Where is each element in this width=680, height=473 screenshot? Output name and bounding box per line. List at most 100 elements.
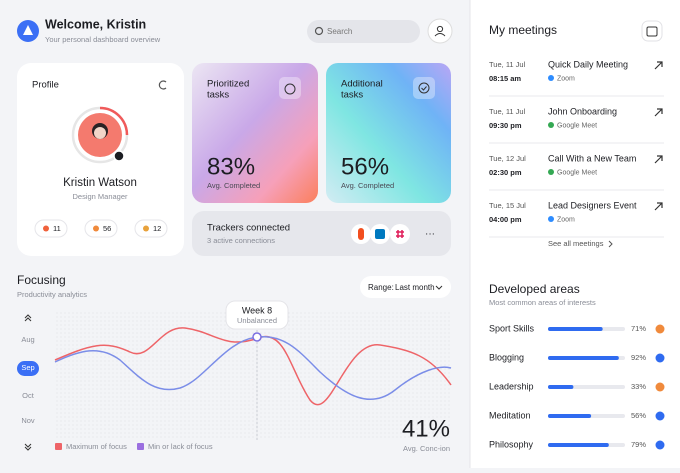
open-arrow[interactable] xyxy=(654,108,663,117)
search-box[interactable] xyxy=(307,20,420,43)
area-icon[interactable] xyxy=(655,324,665,334)
range-label: Range: xyxy=(368,283,394,292)
additional-card[interactable] xyxy=(326,63,451,203)
area-percent: 71% xyxy=(631,324,646,333)
tooltip xyxy=(225,300,289,330)
meeting-time: 09:30 pm xyxy=(489,121,522,130)
meeting-app: Google Meet xyxy=(557,169,597,176)
area-icon[interactable] xyxy=(655,440,665,450)
open-arrow[interactable] xyxy=(654,61,663,70)
stat-icon xyxy=(93,225,99,232)
month-label[interactable]: Nov xyxy=(21,416,35,425)
profile-name: Kristin Watson xyxy=(63,177,137,189)
meeting-app: Google Meet xyxy=(557,122,597,129)
user-button[interactable] xyxy=(427,18,453,44)
prioritized-card[interactable] xyxy=(192,63,318,203)
logo-mark xyxy=(23,25,33,35)
timer-button[interactable] xyxy=(279,77,301,99)
area-percent: 56% xyxy=(631,411,646,420)
meeting-time: 04:00 pm xyxy=(489,215,522,224)
meeting-title[interactable]: Lead Designers Event xyxy=(548,200,637,210)
bar xyxy=(548,327,603,331)
stat-value: 12 xyxy=(153,224,161,233)
area-name: Blogging xyxy=(489,352,524,362)
area-percent: 79% xyxy=(631,440,646,449)
meetings-title: My meetings xyxy=(489,23,557,37)
month-label[interactable]: Aug xyxy=(21,335,34,344)
area-name: Leadership xyxy=(489,381,534,391)
focus-stat-caption: Avg. Conc-ion xyxy=(403,444,450,453)
legend-swatch xyxy=(55,443,62,450)
check-icon xyxy=(418,82,430,94)
stat-icon xyxy=(43,225,49,232)
area-name: Meditation xyxy=(489,410,531,420)
meeting-time: 02:30 pm xyxy=(489,168,522,177)
search-placeholder: Search xyxy=(327,27,352,36)
focusing-title: Focusing xyxy=(17,273,66,287)
focus-stat: 41% xyxy=(402,415,450,442)
more-button[interactable]: ··· xyxy=(425,229,435,240)
meeting-title[interactable]: Quick Daily Meeting xyxy=(548,59,628,69)
bar xyxy=(548,443,609,447)
month-selected[interactable] xyxy=(17,361,39,376)
month-label[interactable]: Oct xyxy=(22,391,35,400)
focusing-subtitle: Productivity analytics xyxy=(17,290,87,299)
trackers-subtitle: 3 active connections xyxy=(207,236,275,245)
meeting-title[interactable]: John Onboarding xyxy=(548,106,617,116)
area-icon[interactable] xyxy=(655,353,665,363)
slack-logo xyxy=(396,230,404,238)
app-icon xyxy=(548,169,554,175)
dropdown-arrow xyxy=(435,285,443,290)
user-icon xyxy=(436,25,444,33)
card-title: tasks xyxy=(341,90,363,101)
calendar-button[interactable] xyxy=(641,20,663,42)
week-point[interactable] xyxy=(252,332,262,342)
legend-label: Maximum of focus xyxy=(66,442,127,451)
app-icon xyxy=(548,216,554,222)
meeting-date: Tue, 11 Jul xyxy=(489,60,526,69)
trello-logo xyxy=(375,229,385,239)
card-title: Additional xyxy=(341,79,383,90)
stat-chip xyxy=(34,219,68,238)
range-value: Last month xyxy=(395,283,435,292)
scroll-down[interactable] xyxy=(24,443,32,451)
legend-label: Min or lack of focus xyxy=(148,442,213,451)
header-title: Welcome, Kristin xyxy=(45,17,146,31)
scroll-up[interactable] xyxy=(24,314,32,322)
range-dropdown[interactable] xyxy=(360,276,451,298)
meeting-title[interactable]: Call With a New Team xyxy=(548,153,636,163)
area-percent: 92% xyxy=(631,353,646,362)
open-arrow[interactable] xyxy=(654,202,663,211)
meeting-date: Tue, 11 Jul xyxy=(489,107,526,116)
timer-icon xyxy=(284,83,296,95)
stat-chip xyxy=(84,219,118,238)
see-all-link[interactable]: See all meetings xyxy=(548,239,604,248)
stat-value: 11 xyxy=(53,224,61,233)
stat-value: 56 xyxy=(103,224,111,233)
check-button[interactable] xyxy=(413,77,435,99)
profile-title: Profile xyxy=(32,80,59,91)
profile-card xyxy=(17,63,184,256)
area-icon[interactable] xyxy=(655,382,665,392)
area-icon[interactable] xyxy=(655,411,665,421)
card-caption: Avg. Completed xyxy=(341,181,394,190)
meeting-app: Zoom xyxy=(557,75,575,82)
legend-swatch xyxy=(137,443,144,450)
areas-title: Developed areas xyxy=(489,282,580,296)
bar xyxy=(548,414,592,418)
refresh-icon[interactable] xyxy=(158,80,167,90)
side-panel xyxy=(470,0,680,468)
meeting-app: Zoom xyxy=(557,216,575,223)
meeting-date: Tue, 15 Jul xyxy=(489,201,526,210)
profile-role: Design Manager xyxy=(72,192,128,201)
trackers-title: Trackers connected xyxy=(207,223,290,234)
card-value: 56% xyxy=(341,153,389,180)
status-badge xyxy=(113,150,125,162)
slack-icon[interactable] xyxy=(390,224,410,244)
area-name: Sport Skills xyxy=(489,323,535,333)
stat-icon xyxy=(143,225,149,232)
card-caption: Avg. Completed xyxy=(207,181,260,190)
open-arrow[interactable] xyxy=(654,155,663,164)
month-label[interactable]: Sep xyxy=(21,363,34,372)
